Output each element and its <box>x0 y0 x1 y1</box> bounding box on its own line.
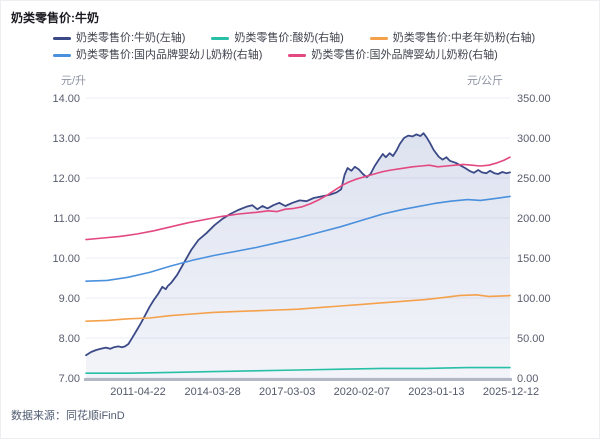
x-axis-tick-label: 2020-02-07 <box>334 386 390 398</box>
right-axis-tick-label: 350.00 <box>517 93 551 105</box>
data-source: 数据来源：同花顺iFinD <box>11 410 125 422</box>
right-axis-tick-label: 300.00 <box>517 133 551 145</box>
right-axis-tick-label: 250.00 <box>517 173 551 185</box>
legend-item[interactable]: 奶类零售价:国外品牌婴幼儿奶粉(右轴) <box>288 49 498 62</box>
legend-item[interactable]: 奶类零售价:酸奶(右轴) <box>211 32 344 45</box>
right-axis-unit: 元/公斤 <box>466 75 503 87</box>
series-line <box>85 156 511 241</box>
series-line <box>85 132 511 357</box>
series-line <box>85 366 511 375</box>
legend-item[interactable]: 奶类零售价:国内品牌婴幼儿奶粉(右轴) <box>53 49 262 62</box>
x-axis-line <box>84 378 512 381</box>
legend-item[interactable]: 奶类零售价:中老年奶粉(右轴) <box>369 32 536 45</box>
x-axis-tick-label: 2023-01-13 <box>408 386 464 398</box>
x-axis-tick-label: 2017-03-03 <box>259 386 315 398</box>
left-axis-tick-label: 9.00 <box>59 293 80 305</box>
right-axis-tick-label: 50.00 <box>517 333 545 345</box>
legend-item-label: 奶类零售价:国内品牌婴幼儿奶粉(右轴) <box>76 49 263 61</box>
chart-title: 奶类零售价:牛奶 <box>11 11 99 25</box>
legend-dash-icon <box>369 37 388 40</box>
legend-item-label: 奶类零售价:酸奶(右轴) <box>234 32 344 44</box>
right-axis-tick-label: 200.00 <box>517 213 551 225</box>
left-axis-tick-label: 11.00 <box>53 213 80 225</box>
series-area-fill <box>86 133 510 378</box>
legend-dash-icon <box>53 54 71 57</box>
legend-item-label: 奶类零售价:中老年奶粉(右轴) <box>392 32 536 44</box>
price-chart-canvas[interactable]: 14.00 350.00 13.00 300.00 12.00 250.00 11.00 20… <box>1 89 600 405</box>
x-axis-tick-label: 2025-12-12 <box>483 386 539 398</box>
legend-row: 奶类零售价:牛奶(左轴) 奶类零售价:酸奶(右轴) 奶类零售价:中老年奶粉(右轴) <box>53 32 535 45</box>
left-axis-tick-label: 13.00 <box>52 133 80 145</box>
legend-dash-icon <box>288 54 307 57</box>
legend-item-label: 奶类零售价:国外品牌婴幼儿奶粉(右轴) <box>311 49 498 61</box>
left-axis-tick-label: 14.00 <box>52 93 80 105</box>
legend: 奶类零售价:牛奶(左轴) 奶类零售价:酸奶(右轴) 奶类零售价:中老年奶粉(右轴) 奶… <box>53 32 535 62</box>
left-axis-tick-label: 8.00 <box>59 333 80 345</box>
right-axis-tick-label: 0.00 <box>517 373 538 385</box>
left-axis-unit: 元/升 <box>61 75 87 87</box>
series-line <box>85 294 511 322</box>
x-axis-tick-label: 2011-04-22 <box>110 386 165 398</box>
legend-dash-icon <box>53 37 71 40</box>
series-line <box>85 195 511 282</box>
legend-dash-icon <box>211 37 230 40</box>
legend-row: 奶类零售价:国内品牌婴幼儿奶粉(右轴) 奶类零售价:国外品牌婴幼儿奶粉(右轴) <box>53 49 535 62</box>
left-axis-tick-label: 12.00 <box>52 173 80 185</box>
left-axis-tick-label: 7.00 <box>59 373 80 385</box>
x-axis-tick-label: 2014-03-28 <box>184 386 240 398</box>
left-axis-tick-label: 10.00 <box>52 253 80 265</box>
right-axis-tick-label: 100.00 <box>517 293 551 305</box>
legend-item[interactable]: 奶类零售价:牛奶(左轴) <box>53 32 185 45</box>
right-axis-tick-label: 150.00 <box>517 253 551 265</box>
legend-item-label: 奶类零售价:牛奶(左轴) <box>76 32 186 44</box>
